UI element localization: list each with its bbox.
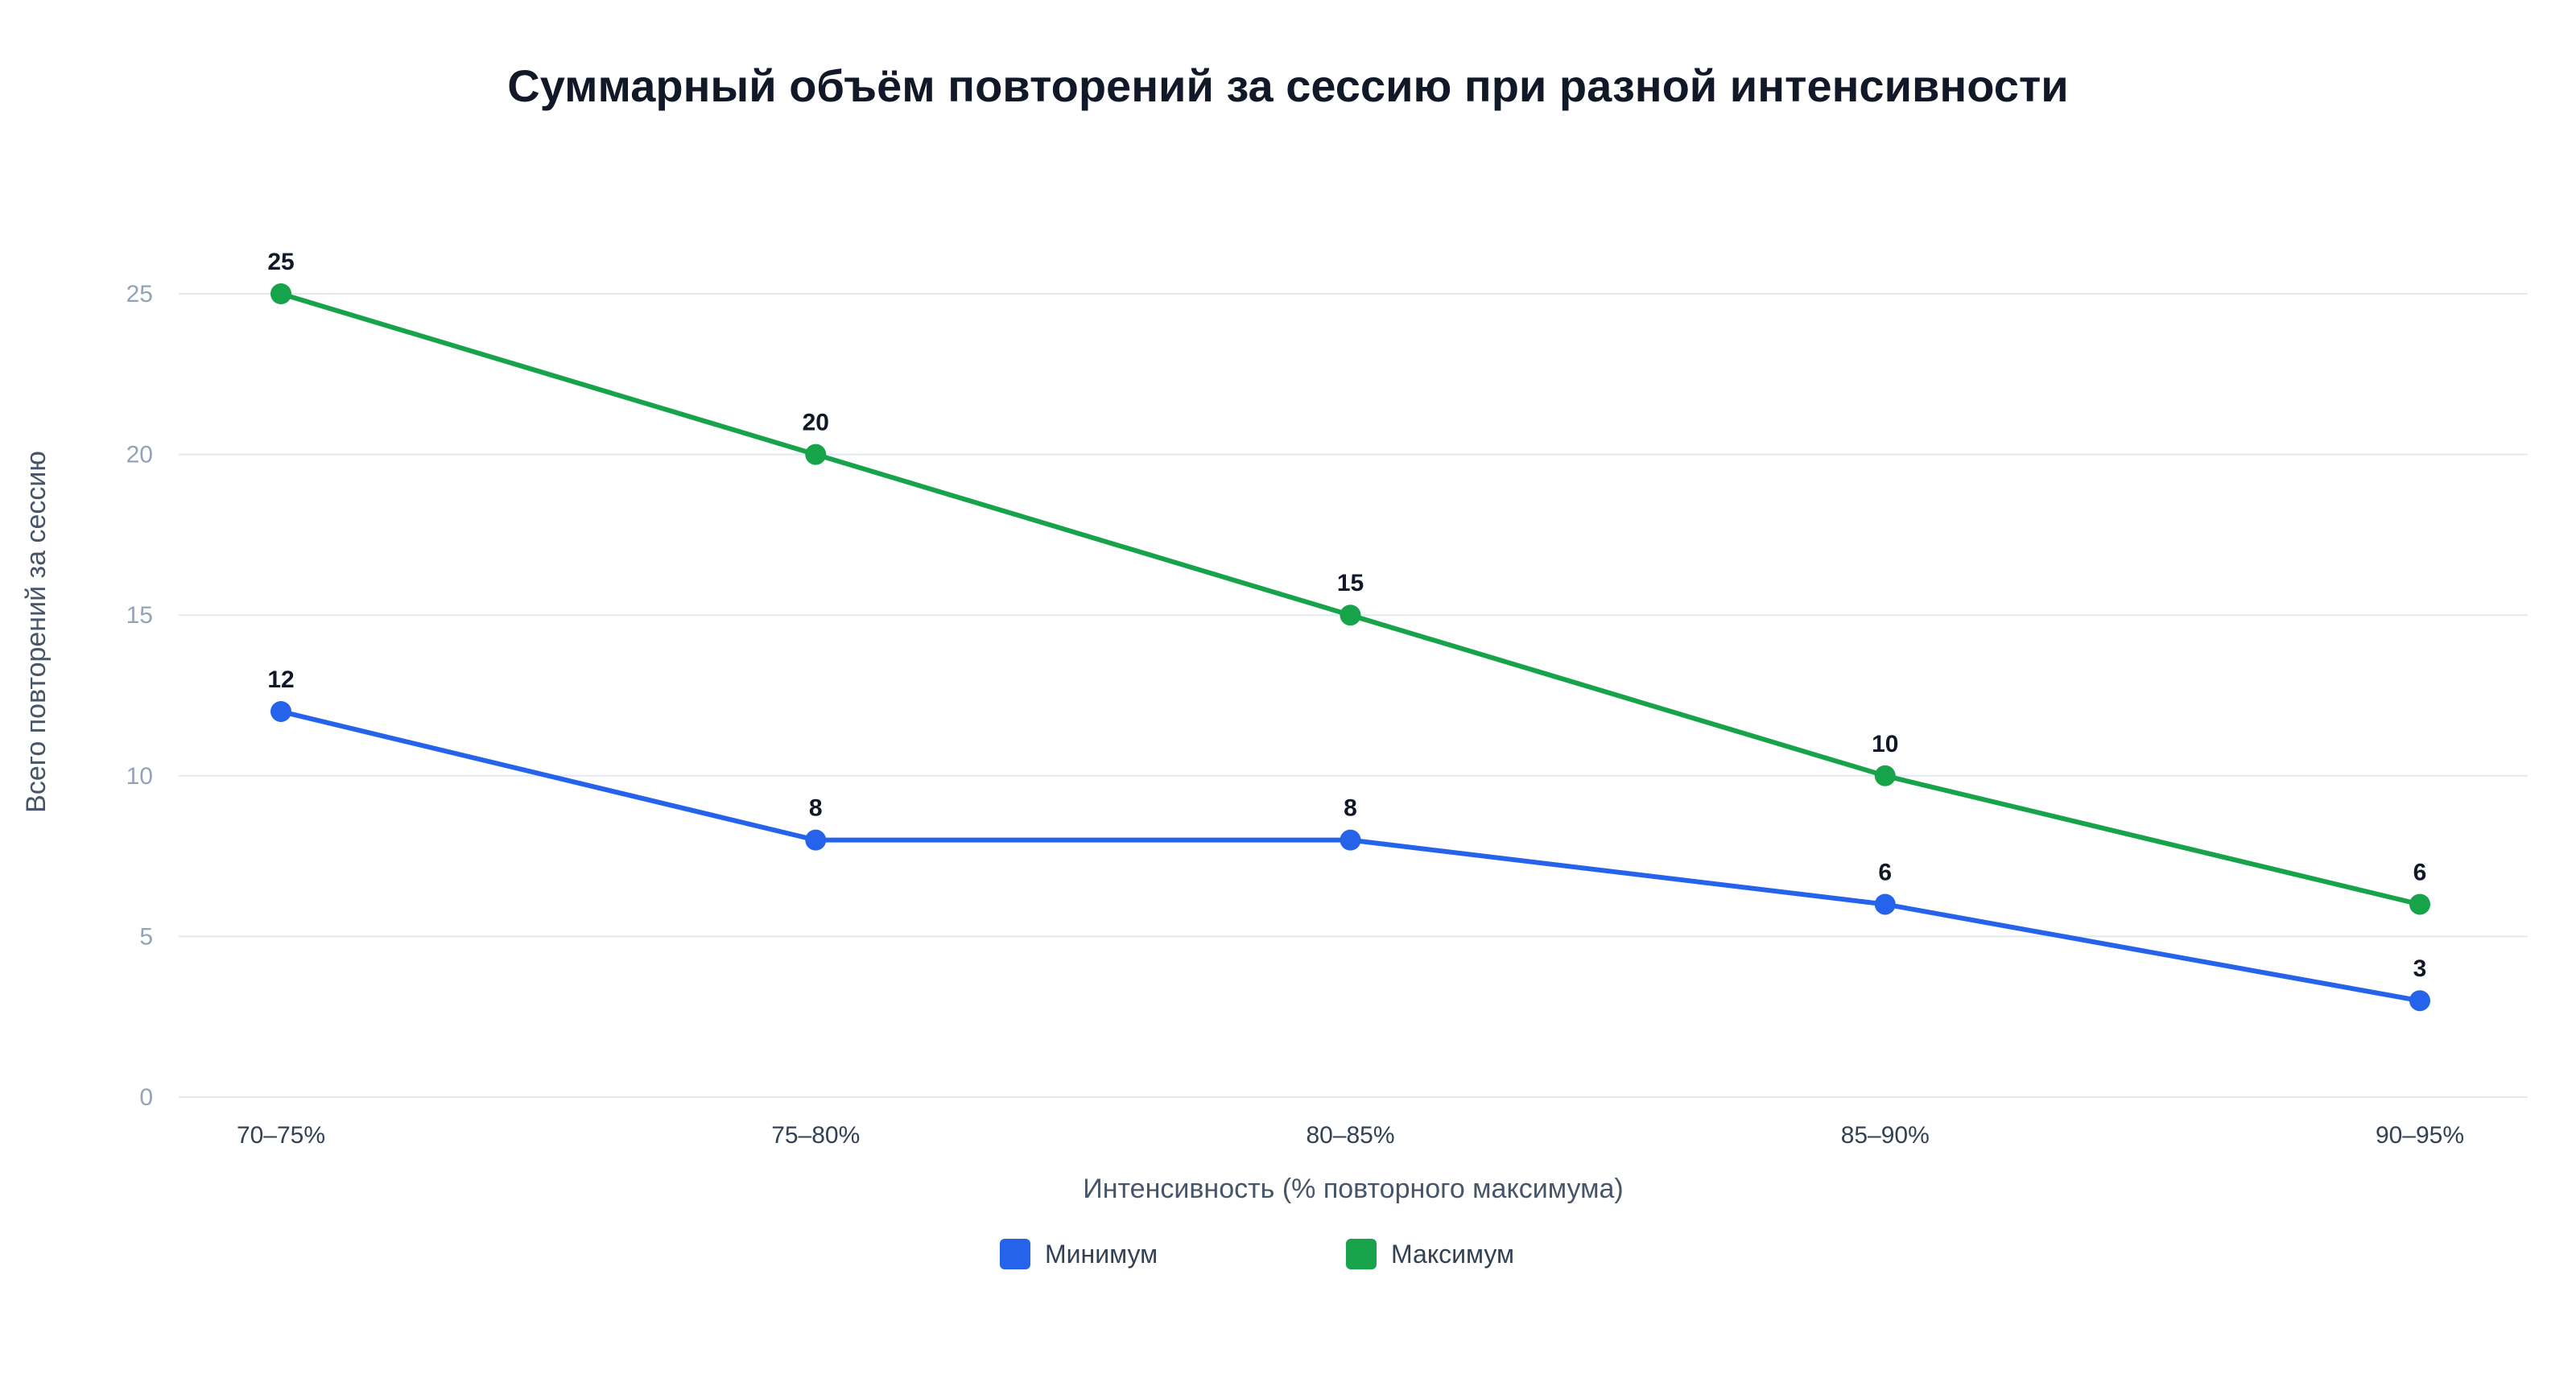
y-tick-label-15: 15 (126, 602, 153, 629)
legend-swatch-0 (1000, 1239, 1030, 1269)
legend-swatch-1 (1346, 1239, 1377, 1269)
x-tick-label-2: 80–85% (1306, 1122, 1394, 1149)
y-tick-label-5: 5 (139, 923, 153, 950)
x-axis-ticks: 70–75% 75–80% 80–85% 85–90% 90–95% (237, 1122, 2464, 1149)
series-points (270, 283, 2430, 1012)
data-label-0-4: 3 (2413, 955, 2427, 982)
data-label-1-4: 6 (2413, 859, 2427, 885)
y-tick-label-0: 0 (139, 1084, 153, 1111)
data-labels: 12 8 8 6 3 25 20 15 10 6 (267, 249, 2426, 982)
data-point-0-1 (805, 829, 827, 851)
x-tick-label-4: 90–95% (2376, 1122, 2464, 1149)
x-axis-label: Интенсивность (% повторного максимума) (1083, 1174, 1623, 1204)
data-point-1-1 (805, 444, 827, 465)
grid-lines (179, 293, 2528, 1098)
chart-title: Суммарный объём повторений за сессию при… (507, 60, 2068, 111)
data-point-1-3 (1874, 765, 1896, 786)
y-tick-label-10: 10 (126, 763, 153, 790)
y-tick-label-20: 20 (126, 442, 153, 468)
legend-label-0: Минимум (1045, 1240, 1158, 1269)
legend: Минимум Максимум (1000, 1239, 1514, 1269)
data-label-1-2: 15 (1337, 570, 1364, 596)
data-label-0-2: 8 (1344, 795, 1357, 822)
data-label-0-0: 12 (267, 666, 294, 693)
data-point-1-4 (2409, 893, 2430, 915)
x-tick-label-1: 75–80% (771, 1122, 860, 1149)
data-point-1-2 (1340, 604, 1361, 626)
data-label-1-0: 25 (267, 249, 294, 275)
data-point-0-2 (1340, 829, 1361, 851)
data-label-0-1: 8 (809, 795, 823, 822)
data-label-0-3: 6 (1878, 859, 1892, 885)
data-point-0-4 (2409, 990, 2430, 1012)
data-point-1-0 (270, 283, 291, 304)
data-point-0-3 (1874, 893, 1896, 915)
x-tick-label-0: 70–75% (237, 1122, 325, 1149)
data-label-1-1: 20 (803, 410, 829, 436)
y-tick-label-25: 25 (126, 281, 153, 307)
series-line-0 (279, 708, 2422, 1004)
y-axis-label: Всего повторений за сессию (21, 451, 52, 813)
y-axis-ticks: 0 5 10 15 20 25 (126, 281, 153, 1111)
data-label-1-3: 10 (1872, 731, 1898, 757)
x-tick-label-3: 85–90% (1841, 1122, 1930, 1149)
legend-label-1: Максимум (1391, 1240, 1514, 1269)
data-point-0-0 (270, 700, 291, 722)
series-lines (279, 291, 2422, 1004)
